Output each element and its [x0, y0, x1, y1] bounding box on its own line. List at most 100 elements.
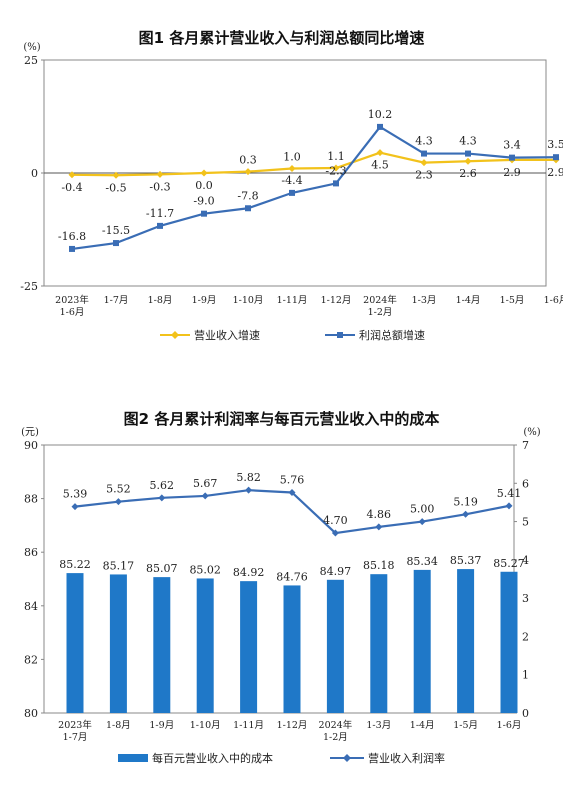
- legend-cost-label: 每百元营业收入中的成本: [152, 752, 273, 765]
- chart1-xtick-11: 1-6月: [544, 295, 563, 306]
- chart2-label-margin-8: 5.00: [410, 503, 435, 516]
- chart2-ytick-right-7: 0: [522, 707, 529, 720]
- chart2-ytick-right-2: 5: [522, 516, 529, 529]
- chart1-point-profit-11: [553, 154, 559, 161]
- chart1-label-profit-7: 10.2: [368, 108, 393, 121]
- chart2-bar-label-6: 84.97: [320, 565, 352, 578]
- chart2-y-left-unit: (元): [21, 427, 39, 438]
- chart1-label-profit-10: 3.4: [503, 139, 521, 152]
- chart2-bar-label-4: 84.92: [233, 566, 265, 579]
- legend-revenue-label: 营业收入增速: [194, 329, 260, 342]
- chart2-ytick-right-6: 1: [522, 669, 529, 682]
- chart2-point-margin-0: [71, 503, 79, 511]
- chart1-xtick-9: 1-4月: [456, 295, 481, 306]
- chart2-bar-8: [413, 569, 431, 713]
- chart1-point-profit-1: [113, 240, 119, 247]
- chart2-xtick-1: 1-8月: [106, 720, 131, 731]
- chart2-label-margin-3: 5.67: [193, 477, 218, 490]
- chart1-label-revenue-8: 2.3: [415, 169, 433, 182]
- chart1-ytick-2: -25: [20, 280, 38, 293]
- chart1-point-profit-9: [465, 150, 471, 157]
- chart2-bar-6: [326, 579, 344, 713]
- legend-item-margin: 营业收入利润率: [330, 750, 445, 766]
- chart2-xtick-9: 1-5月: [453, 720, 478, 731]
- legend-margin-label: 营业收入利润率: [368, 752, 445, 765]
- chart1-point-revenue-2: [156, 170, 164, 178]
- chart2-label-margin-10: 5.41: [497, 487, 522, 500]
- chart2-label-margin-9: 5.19: [453, 495, 478, 508]
- chart2-point-margin-6: [331, 529, 339, 537]
- chart1-point-profit-2: [157, 222, 163, 229]
- chart1-title: 图1 各月累计营业收入与利润总额同比增速: [138, 29, 425, 47]
- chart1-xtick-0-line1: 2023年: [55, 294, 89, 306]
- chart2-label-margin-4: 5.82: [236, 471, 261, 484]
- chart1-point-revenue-0: [68, 171, 76, 179]
- chart1-label-profit-5: -4.4: [281, 174, 302, 187]
- chart1-point-revenue-9: [464, 157, 472, 165]
- chart1-label-revenue-7: 4.5: [371, 159, 389, 172]
- legend-profit-label: 利润总额增速: [359, 329, 425, 342]
- chart2-bar-4: [240, 581, 258, 713]
- chart1-line-revenue: [71, 151, 556, 177]
- chart1-xtick-5: 1-11月: [277, 295, 308, 306]
- chart2-bar-2: [153, 577, 171, 713]
- chart2-xtick-2: 1-9月: [149, 720, 174, 731]
- chart2-bar-label-2: 85.07: [146, 562, 178, 575]
- chart2-point-margin-4: [245, 486, 253, 494]
- chart2-ytick-left-3: 84: [24, 600, 38, 613]
- chart2-xtick-8: 1-4月: [410, 720, 435, 731]
- chart1-point-revenue-3: [200, 169, 208, 177]
- chart2-line-margin: [74, 489, 510, 535]
- chart1-point-profit-10: [509, 154, 515, 161]
- chart2-point-margin-3: [201, 492, 209, 500]
- legend-item-revenue: 营业收入增速: [160, 327, 260, 343]
- chart1-point-profit-5: [289, 189, 295, 196]
- chart1-label-profit-2: -11.7: [146, 207, 174, 220]
- chart1-point-profit-4: [245, 205, 251, 212]
- chart1-label-profit-6: -2.3: [325, 164, 346, 177]
- chart1-ytick-0: 25: [24, 54, 38, 67]
- chart2-ytick-right-1: 6: [522, 477, 529, 490]
- chart2-ytick-left-1: 88: [24, 493, 38, 506]
- chart1-xtick-10: 1-5月: [500, 295, 525, 306]
- chart2-bar-0: [66, 573, 84, 713]
- chart2-bar-5: [283, 585, 301, 713]
- chart1-xtick-6: 1-12月: [321, 295, 352, 306]
- chart2-bar-label-7: 85.18: [363, 559, 395, 572]
- chart1-point-profit-6: [333, 180, 339, 187]
- chart1-label-profit-0: -16.8: [58, 230, 86, 243]
- chart1-point-revenue-1: [112, 171, 120, 179]
- chart2-ytick-left-2: 86: [24, 546, 38, 559]
- chart2-ytick-left-5: 80: [24, 707, 38, 720]
- chart2-label-margin-7: 4.86: [367, 508, 392, 521]
- chart1-label-revenue-1: -0.5: [105, 181, 126, 194]
- chart1-label-revenue-11: 2.9: [547, 166, 563, 179]
- chart2-bar-7: [370, 574, 388, 713]
- chart1-xtick-3: 1-9月: [192, 295, 217, 306]
- chart2-label-margin-2: 5.62: [150, 479, 175, 492]
- chart1-point-profit-8: [421, 150, 427, 157]
- chart2-bar-3: [196, 578, 214, 713]
- chart2-bar-label-1: 85.17: [103, 559, 135, 572]
- chart1-label-profit-11: 3.5: [547, 138, 563, 151]
- chart2-xtick-0-line2: 1-7月: [63, 732, 88, 743]
- chart2-bar-label-10: 85.27: [493, 557, 525, 570]
- chart1-label-revenue-5: 1.0: [283, 150, 301, 163]
- chart1-point-revenue-5: [288, 164, 296, 172]
- chart2-xtick-5: 1-12月: [277, 720, 308, 731]
- legend-cost-swatch: [118, 754, 148, 762]
- chart2-y-right-unit: (%): [523, 427, 540, 438]
- chart2-point-margin-8: [418, 518, 426, 526]
- chart1-label-revenue-10: 2.9: [503, 166, 521, 179]
- chart1-label-revenue-9: 2.6: [459, 167, 477, 180]
- chart2-bar-1: [109, 574, 127, 713]
- chart2-point-margin-10: [505, 502, 513, 510]
- legend-item-cost: 每百元营业收入中的成本: [118, 750, 273, 766]
- chart1-point-profit-0: [69, 245, 75, 252]
- chart2-bar-label-5: 84.76: [276, 570, 308, 583]
- chart2-xtick-4: 1-11月: [233, 720, 264, 731]
- chart1-line-profit: [71, 125, 557, 251]
- chart2-bar-9: [457, 569, 475, 713]
